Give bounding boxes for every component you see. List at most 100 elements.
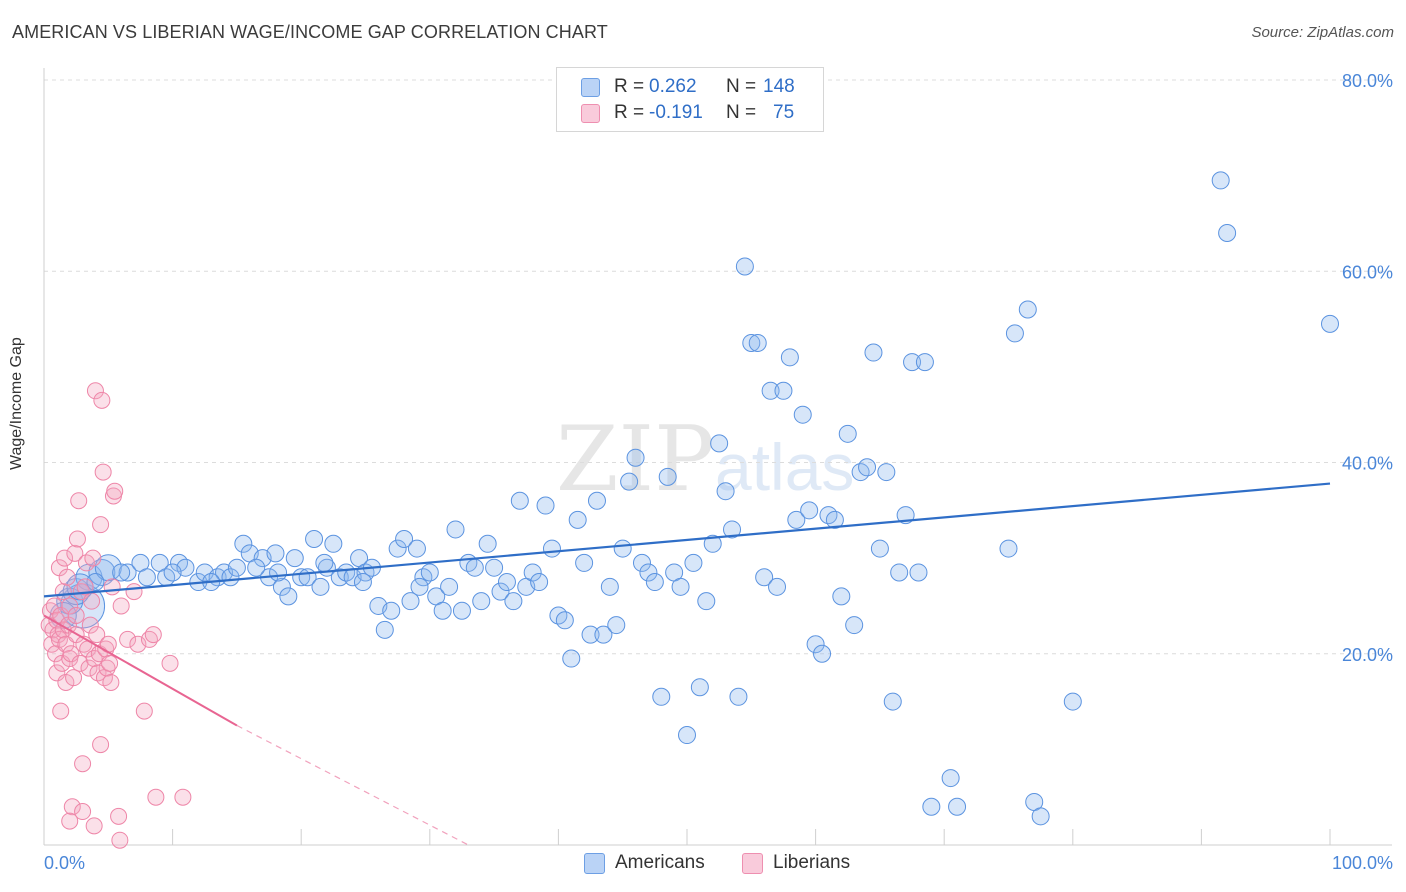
liberians-legend-swatch [742, 853, 763, 874]
americans-point [407, 539, 426, 558]
americans-point [401, 592, 420, 611]
americans-point [742, 333, 761, 352]
americans-point [247, 558, 266, 577]
x-tick-label-max: 100.0% [1332, 853, 1393, 873]
americans-r-value: 0.262 [649, 76, 697, 97]
liberians-point [110, 807, 128, 825]
americans-point [1005, 324, 1024, 343]
americans-n-label: N = [726, 76, 757, 97]
americans-point [562, 649, 581, 668]
americans-point [710, 434, 729, 453]
y-tick-label: 40.0% [1342, 454, 1393, 474]
americans-point [227, 558, 246, 577]
americans-point [440, 577, 459, 596]
americans-point [112, 563, 131, 582]
americans-r-label: R = [614, 76, 645, 97]
liberians-point [111, 831, 129, 849]
americans-point [639, 563, 658, 582]
liberians-point [70, 492, 88, 510]
liberians-point [80, 659, 98, 677]
americans-point [234, 534, 253, 553]
liberians-point [147, 788, 165, 806]
americans-point [690, 678, 709, 697]
watermark-zip: ZIP [556, 407, 715, 512]
liberians-point [144, 626, 162, 644]
americans-point [813, 644, 832, 663]
y-tick-label: 60.0% [1342, 262, 1393, 282]
correlation-legend: R = 0.262 N = 148 R = -0.191 N = 75 [556, 67, 824, 132]
americans-point [948, 797, 967, 816]
americans-point [285, 549, 304, 568]
liberians-point [98, 659, 116, 677]
americans-point [800, 501, 819, 520]
y-tick-label: 20.0% [1342, 645, 1393, 665]
americans-point [491, 582, 510, 601]
americans-point [678, 726, 696, 745]
americans-swatch [581, 78, 600, 97]
americans-point [510, 491, 529, 510]
liberians-point [119, 630, 137, 648]
liberians-point [86, 382, 104, 400]
americans-point [94, 554, 122, 582]
liberians-point [81, 616, 99, 634]
liberians-point [61, 812, 79, 830]
liberians-point [66, 544, 84, 562]
americans-point [542, 539, 561, 558]
liberians-point [62, 645, 80, 663]
americans-point [999, 539, 1018, 558]
americans-point [485, 558, 504, 577]
americans-point [587, 491, 606, 510]
americans-point [581, 625, 600, 644]
americans-point [870, 539, 889, 558]
americans-point [446, 520, 465, 539]
americans-point [1218, 224, 1237, 242]
liberians-point [61, 597, 79, 615]
americans-point [353, 573, 372, 592]
americans-point [530, 573, 549, 592]
americans-point [864, 343, 883, 362]
liberians-point [102, 673, 120, 691]
liberians-swatch [581, 104, 600, 123]
americans-point [1211, 171, 1230, 190]
americans-point [472, 592, 491, 611]
liberians-point [112, 597, 130, 615]
liberians-point [135, 702, 153, 720]
chart-title: AMERICAN VS LIBERIAN WAGE/INCOME GAP COR… [12, 22, 608, 42]
americans-point [266, 544, 285, 563]
americans-point [1031, 807, 1050, 826]
americans-n-value: 148 [763, 76, 795, 97]
americans-point [594, 625, 613, 644]
liberians-point [174, 788, 192, 806]
americans-point [163, 563, 182, 582]
americans-point [433, 601, 452, 620]
series-americans [49, 171, 1339, 826]
americans-point [915, 353, 934, 372]
americans-legend-label: Americans [615, 852, 705, 873]
americans-point [575, 553, 594, 572]
americans-point [420, 563, 439, 582]
americans-point [269, 563, 288, 582]
americans-point [221, 568, 240, 587]
americans-point [774, 381, 793, 400]
americans-point [410, 577, 429, 596]
liberians-point [92, 516, 110, 534]
americans-point [382, 601, 401, 620]
americans-point [845, 616, 864, 635]
americans-point [671, 577, 690, 596]
americans-point [86, 573, 105, 592]
source-label: Source: ZipAtlas.com [1251, 24, 1394, 41]
americans-point [780, 348, 799, 367]
liberians-point [88, 626, 106, 644]
americans-point [305, 530, 324, 548]
americans-point [375, 620, 394, 639]
liberians-point [74, 803, 92, 821]
liberians-point [56, 549, 74, 567]
americans-point [607, 616, 626, 635]
liberians-point [85, 650, 103, 668]
americans-point [793, 405, 812, 424]
series-liberians [40, 382, 192, 849]
liberians-r-value: -0.191 [649, 102, 703, 123]
liberians-point [63, 798, 81, 816]
axes [43, 68, 1392, 846]
